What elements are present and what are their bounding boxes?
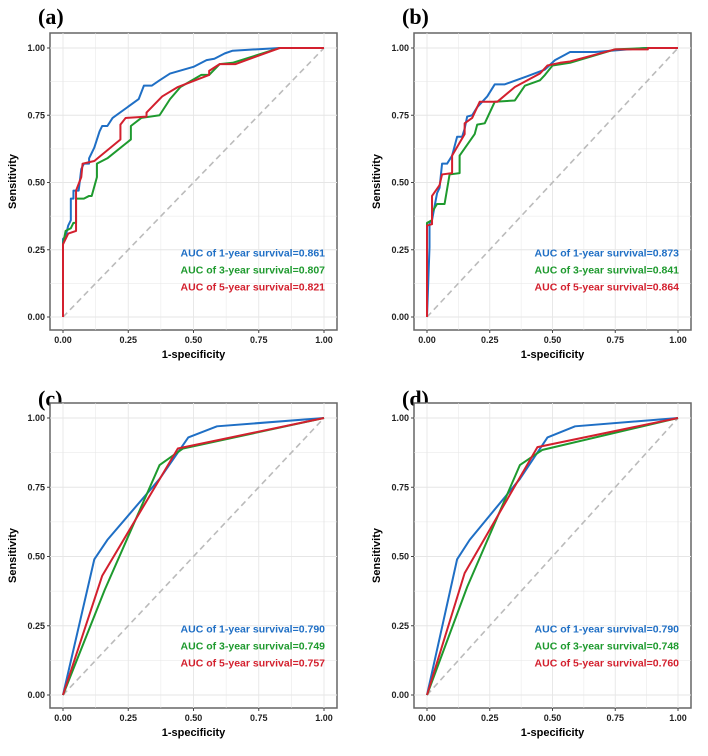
x-tick-label: 1.00: [669, 335, 687, 345]
x-tick-label: 0.75: [606, 713, 624, 723]
y-tick-label: 1.00: [391, 43, 409, 53]
legend-entry-1-year: AUC of 1-year survival=0.873: [535, 247, 680, 259]
roc-curve-5-year: [426, 417, 679, 696]
y-tick-label: 0.25: [27, 245, 45, 255]
y-tick-label: 0.50: [27, 552, 45, 562]
y-tick-label: 0.25: [391, 621, 409, 631]
y-tick-label: 0.50: [391, 552, 409, 562]
roc-curve-1-year: [62, 47, 324, 317]
roc-panel-a: (a) 0.00 0.00 0.25 0.25 0.50 0.50 0.75 0.75 1.00 1…: [7, 4, 338, 361]
y-tick-label: 0.25: [391, 245, 409, 255]
x-tick-label: 0.00: [418, 713, 436, 723]
legend-entry-1-year: AUC of 1-year survival=0.790: [181, 624, 326, 636]
x-tick-label: 1.00: [669, 713, 687, 723]
reference-diagonal: [426, 417, 679, 696]
y-tick-label: 0.75: [391, 482, 409, 492]
x-axis-label: 1-specificity: [162, 727, 226, 739]
y-tick-label: 1.00: [27, 43, 45, 53]
legend-entry-1-year: AUC of 1-year survival=0.861: [181, 247, 326, 259]
x-tick-label: 0.50: [544, 335, 562, 345]
x-tick-label: 0.50: [185, 335, 203, 345]
y-tick-label: 1.00: [27, 413, 45, 423]
y-tick-label: 0.75: [27, 482, 45, 492]
x-tick-label: 1.00: [315, 713, 333, 723]
y-tick-label: 0.25: [27, 621, 45, 631]
legend-entry-3-year: AUC of 3-year survival=0.749: [181, 641, 326, 653]
roc-curve-3-year: [426, 417, 679, 696]
x-tick-label: 0.75: [250, 335, 268, 345]
y-tick-label: 0.75: [27, 110, 45, 120]
y-tick-label: 0.00: [27, 690, 45, 700]
y-tick-label: 0.00: [27, 312, 45, 322]
y-tick-label: 0.75: [391, 110, 409, 120]
y-axis-label: Sensitivity: [371, 153, 383, 209]
legend-entry-5-year: AUC of 5-year survival=0.757: [181, 658, 326, 670]
x-tick-label: 0.50: [544, 713, 562, 723]
roc-curve-1-year: [426, 47, 678, 318]
legend-entry-5-year: AUC of 5-year survival=0.760: [535, 658, 680, 670]
legend-entry-3-year: AUC of 3-year survival=0.841: [535, 264, 680, 276]
x-tick-label: 0.75: [606, 335, 624, 345]
x-tick-label: 0.25: [119, 713, 137, 723]
x-tick-label: 0.25: [481, 713, 499, 723]
roc-curve-5-year: [62, 47, 324, 317]
reference-diagonal: [426, 47, 679, 318]
y-axis-label: Sensitivity: [7, 527, 19, 583]
x-axis-label: 1-specificity: [162, 349, 226, 361]
x-tick-label: 0.00: [418, 335, 436, 345]
roc-panel-c: (c)0.000.000.250.250.500.500.750.751.001…: [7, 386, 338, 739]
y-tick-label: 0.00: [391, 312, 409, 322]
reference-diagonal: [62, 417, 325, 696]
x-axis-label: 1-specificity: [521, 349, 585, 361]
legend-entry-3-year: AUC of 3-year survival=0.748: [535, 641, 680, 653]
x-axis-label: 1-specificity: [521, 727, 585, 739]
panel-title: (b): [402, 4, 429, 29]
roc-panel-b: (b) 0.00 0.00 0.25 0.25 0.50 0.50 0.75 0.75 1.00 1…: [371, 4, 692, 361]
roc-curve-5-year: [62, 417, 325, 696]
roc-panel-d: (d)0.000.000.250.250.500.500.750.751.001…: [371, 386, 692, 739]
y-tick-label: 0.00: [391, 690, 409, 700]
legend-entry-5-year: AUC of 5-year survival=0.864: [535, 281, 680, 293]
legend-entry-3-year: AUC of 3-year survival=0.807: [181, 264, 326, 276]
y-tick-label: 1.00: [391, 413, 409, 423]
x-tick-label: 0.25: [481, 335, 499, 345]
legend-entry-1-year: AUC of 1-year survival=0.790: [535, 624, 680, 636]
y-tick-label: 0.50: [391, 178, 409, 188]
roc-curve-3-year: [426, 47, 678, 317]
x-tick-label: 0.75: [250, 713, 268, 723]
y-tick-label: 0.50: [27, 178, 45, 188]
x-tick-label: 0.00: [54, 713, 72, 723]
x-tick-label: 1.00: [315, 335, 333, 345]
roc-curve-5-year: [426, 47, 678, 317]
legend-entry-5-year: AUC of 5-year survival=0.821: [181, 281, 326, 293]
x-tick-label: 0.00: [54, 335, 72, 345]
reference-diagonal: [62, 47, 325, 318]
x-tick-label: 0.25: [119, 335, 137, 345]
panel-title: (a): [38, 4, 64, 29]
y-axis-label: Sensitivity: [371, 527, 383, 583]
y-axis-label: Sensitivity: [7, 153, 19, 209]
x-tick-label: 0.50: [185, 713, 203, 723]
